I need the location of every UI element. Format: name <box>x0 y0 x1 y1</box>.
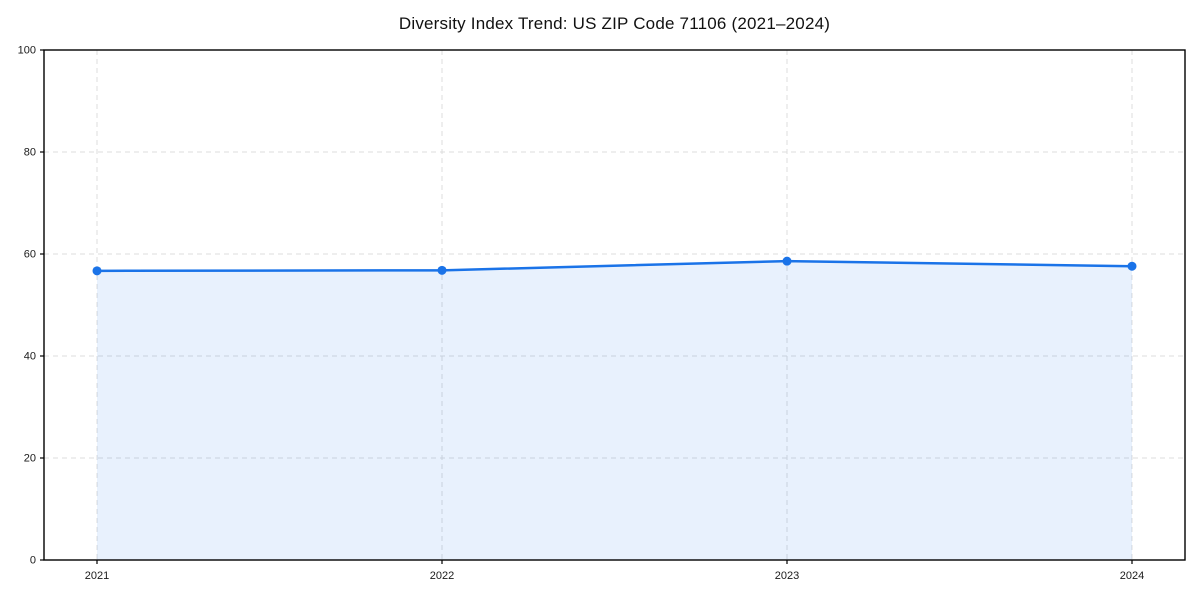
series-markers <box>92 256 1137 276</box>
data-point-marker <box>1127 261 1137 271</box>
y-axis: 0 20 40 60 80 100 <box>18 45 44 567</box>
y-tick-label: 40 <box>24 351 36 363</box>
x-tick-label: 2023 <box>775 570 799 582</box>
x-tick-label: 2022 <box>430 570 454 582</box>
grid-lines <box>44 50 1185 560</box>
data-point-marker <box>437 265 447 275</box>
series-area-fill <box>97 261 1132 560</box>
y-tick-label: 100 <box>18 45 36 57</box>
plot-border <box>43 49 1186 561</box>
data-point-marker <box>782 256 792 266</box>
series-line <box>95 259 1134 273</box>
chart-title: Diversity Index Trend: US ZIP Code 71106… <box>398 14 831 33</box>
y-tick-label: 60 <box>24 249 36 261</box>
y-tick-label: 80 <box>24 147 36 159</box>
data-point-marker <box>92 266 102 276</box>
x-tick-label: 2024 <box>1120 570 1144 582</box>
y-tick-label: 0 <box>30 555 36 567</box>
y-tick-label: 20 <box>24 453 36 465</box>
x-axis: 2021 2022 2023 2024 <box>85 560 1144 582</box>
x-tick-label: 2021 <box>85 570 109 582</box>
